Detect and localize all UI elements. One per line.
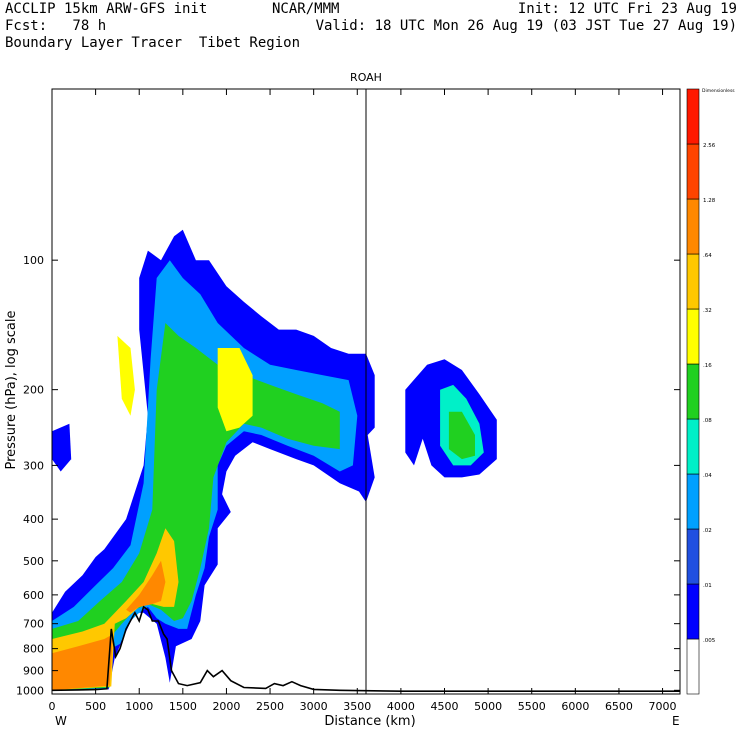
x-end-label-east: E: [672, 714, 680, 728]
x-axis: 0 500 1000 1500 2000 2500 3000 3500 4000 4500 5000…: [49, 89, 677, 713]
colorbar-level-label: .01: [703, 583, 712, 589]
tracer-regions: [52, 229, 497, 691]
y-tick-label: 800: [23, 643, 44, 656]
tracer-region-4: [52, 634, 114, 691]
colorbar-level-label: .16: [703, 363, 712, 369]
colorbar-unit-label: Dimensionless: [702, 88, 735, 94]
x-tick-label: 1000: [125, 700, 153, 713]
x-tick-label: 2000: [212, 700, 240, 713]
header-left-line1: ACCLIP 15km ARW-GFS init: [5, 1, 208, 17]
colorbar-level-label: .04: [703, 473, 712, 479]
y-axis: 100 200 300 400 500 600 700 800 900 1000: [16, 254, 680, 697]
tracer-region-8: [52, 423, 72, 472]
colorbar-swatch: [686, 308, 700, 365]
colorbar-swatch: [686, 88, 700, 145]
x-tick-label: 3500: [343, 700, 371, 713]
tracer-region-11: [448, 411, 475, 460]
x-tick-label: 0: [49, 700, 56, 713]
tracer-region-7: [117, 335, 135, 416]
colorbar: .005 .01 .02 .04 .08 .16 .32 .64 1.28 2.56 Dimensi…: [686, 88, 735, 695]
colorbar-swatch: [686, 198, 700, 255]
x-tick-label: 5000: [474, 700, 502, 713]
x-tick-label: 3000: [300, 700, 328, 713]
header-right-line2: Valid: 18 UTC Mon 26 Aug 19 (03 JST Tue …: [315, 18, 737, 34]
terrain-line: [51, 605, 680, 692]
colorbar-level-label: .64: [703, 253, 712, 259]
colorbar-level-label: 1.28: [703, 198, 716, 204]
y-tick-label: 700: [23, 618, 44, 631]
x-tick-label: 6500: [605, 700, 633, 713]
colorbar-swatch: [686, 473, 700, 530]
x-tick-label: 7000: [649, 700, 677, 713]
plot-frame: [51, 88, 681, 695]
y-tick-label: 100: [23, 254, 44, 267]
colorbar-level-label: .08: [703, 418, 712, 424]
chart-title: ROAH: [350, 71, 382, 84]
header-center: NCAR/MMM: [272, 1, 340, 17]
colorbar-swatch: [686, 418, 700, 475]
y-tick-label: 600: [23, 589, 44, 602]
y-tick-label: 1000: [16, 684, 44, 697]
header-right-line1: Init: 12 UTC Fri 23 Aug 19: [517, 1, 737, 17]
x-tick-label: 2500: [256, 700, 284, 713]
x-tick-label: 6000: [561, 700, 589, 713]
x-tick-label: 500: [85, 700, 106, 713]
tracer-region-6: [217, 348, 253, 432]
header-left-line3: Boundary Layer Tracer Tibet Region: [5, 35, 301, 51]
x-axis-label: Distance (km): [324, 714, 415, 729]
colorbar-swatch: [686, 363, 700, 420]
header-left-line2: Fcst: 78 h: [5, 18, 107, 34]
y-tick-label: 500: [23, 555, 44, 568]
x-tick-label: 1500: [169, 700, 197, 713]
colorbar-level-label: .32: [703, 308, 712, 314]
y-tick-label: 900: [23, 665, 44, 678]
x-tick-label: 4500: [431, 700, 459, 713]
y-tick-label: 300: [23, 459, 44, 472]
x-end-label-west: W: [55, 714, 67, 728]
colorbar-swatch: [686, 583, 700, 640]
x-tick-label: 5500: [518, 700, 546, 713]
colorbar-swatch: [686, 143, 700, 200]
tracer-region-2: [52, 323, 340, 691]
colorbar-swatch: [686, 253, 700, 310]
colorbar-level-label: .02: [703, 528, 712, 534]
y-axis-label: Pressure (hPa), log scale: [4, 311, 19, 470]
tracer-region-5: [126, 560, 166, 613]
colorbar-swatch: [686, 528, 700, 585]
colorbar-level-label: .005: [703, 638, 716, 644]
y-tick-label: 200: [23, 384, 44, 397]
colorbar-level-label: 2.56: [703, 143, 716, 149]
x-tick-label: 4000: [387, 700, 415, 713]
y-tick-label: 400: [23, 513, 44, 526]
colorbar-swatch: [686, 638, 700, 695]
